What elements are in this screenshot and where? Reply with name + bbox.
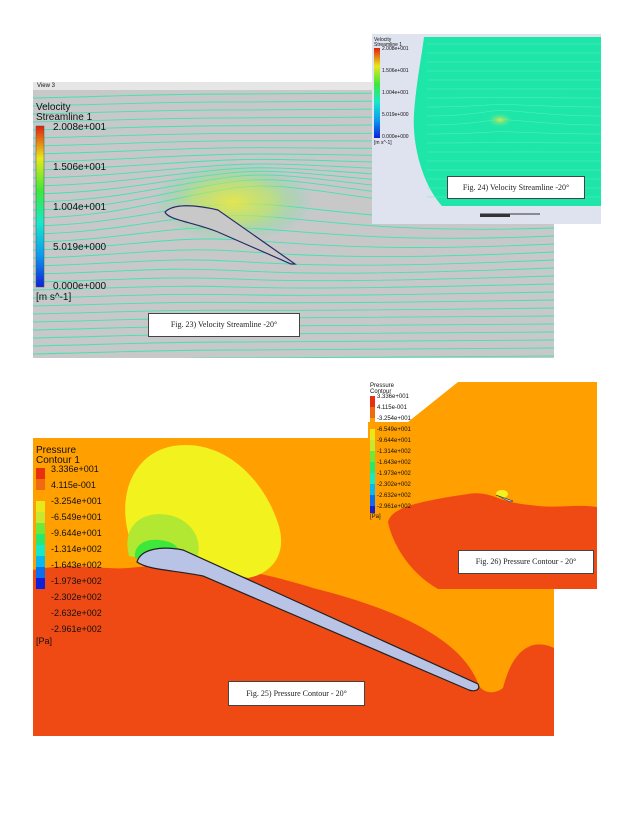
fig23-streamline xyxy=(33,299,554,307)
fig25-unit: [Pa] xyxy=(36,636,53,646)
fig23-streamline xyxy=(33,283,554,291)
fig24-scale-bar xyxy=(480,213,540,217)
fig26-unit: [Pa] xyxy=(370,514,381,520)
fig25-level-4: -9.644e+001 xyxy=(51,528,102,538)
fig23-streamline xyxy=(33,275,554,283)
fig25-level-10: -2.961e+002 xyxy=(51,624,102,634)
fig23-level-3: 5.019e+000 xyxy=(53,242,107,253)
fig25-level-0: 3.336e+001 xyxy=(51,464,99,474)
fig23-streamline xyxy=(33,291,554,299)
fig25-level-1: 4.115e-001 xyxy=(51,480,96,490)
fig26-level-7: -1.973e+002 xyxy=(377,471,411,477)
fig24-streamline xyxy=(426,110,601,117)
fig26-caption: Fig. 26) Pressure Contour - 20° xyxy=(458,550,594,574)
fig23-legend-subtitle: Streamline 1 xyxy=(36,112,93,123)
fig24-streamline xyxy=(426,97,601,99)
fig25-level-3: -6.549e+001 xyxy=(51,512,102,522)
fig23-streamline xyxy=(33,249,554,259)
fig24-legend-subtitle: Streamline 1 xyxy=(374,42,403,48)
fig26-level-9: -2.632e+002 xyxy=(377,493,411,499)
fig23-streamline xyxy=(33,307,554,315)
fig24-level-1: 1.506e+001 xyxy=(382,68,409,74)
fig23-view-bar xyxy=(33,82,554,90)
fig25-level-2: -3.254e+001 xyxy=(51,496,102,506)
fig25-colorbar xyxy=(36,468,45,589)
fig23-streamline xyxy=(33,339,554,347)
fig26-level-0: 3.336e+001 xyxy=(377,394,409,400)
fig23-caption: Fig. 23) Velocity Streamline -20° xyxy=(148,313,300,337)
fig26-level-10: -2.961e+002 xyxy=(377,504,411,510)
fig24-level-4: 0.000e+000 xyxy=(382,134,409,140)
fig26-legend-title: Pressure xyxy=(370,383,395,389)
fig24-velocity-streamline: Velocity Streamline 1 2.008e+001 1.506e+… xyxy=(372,34,601,224)
fig23-streamline xyxy=(178,355,554,358)
fig25-level-9: -2.632e+002 xyxy=(51,608,102,618)
fig25-legend-subtitle: Contour 1 xyxy=(36,455,80,466)
fig23-colorbar xyxy=(35,125,45,288)
fig25-level-7: -1.973e+002 xyxy=(51,576,102,586)
fig24-unit: [m s^-1] xyxy=(374,140,392,146)
fig26-suction-region xyxy=(496,490,508,498)
fig26-level-8: -2.302e+002 xyxy=(377,482,411,488)
fig23-level-0: 2.008e+001 xyxy=(53,122,107,133)
fig23-streamline xyxy=(33,347,554,355)
fig23-level-2: 1.004e+001 xyxy=(53,202,107,213)
fig26-level-4: -9.644e+001 xyxy=(377,438,411,444)
fig26-outside-domain xyxy=(368,382,458,422)
fig24-legend-title: Velocity xyxy=(374,37,392,43)
fig25-legend-title: Pressure xyxy=(36,445,77,456)
fig23-airfoil xyxy=(164,205,297,265)
fig24-streamline xyxy=(426,104,601,108)
fig25-level-5: -1.314e+002 xyxy=(51,544,102,554)
fig26-level-2: -3.254e+001 xyxy=(377,416,411,422)
fig25-level-8: -2.302e+002 xyxy=(51,592,102,602)
fig25-airfoil xyxy=(136,547,480,692)
fig23-streamline xyxy=(33,267,554,275)
fig24-high-velocity-region xyxy=(486,112,514,128)
fig23-level-4: 0.000e+000 xyxy=(53,281,107,292)
fig26-legend-subtitle: Contour xyxy=(370,389,392,395)
fig26-level-6: -1.643e+002 xyxy=(377,460,411,466)
fig23-view-label: View 3 xyxy=(37,83,55,89)
fig26-level-3: -6.549e+001 xyxy=(377,427,411,433)
fig26-level-1: 4.115e-001 xyxy=(377,405,407,411)
fig24-colorbar xyxy=(374,48,380,138)
fig26-airfoil xyxy=(495,494,514,503)
fig24-level-0: 2.008e+001 xyxy=(382,46,409,52)
fig25-level-6: -1.643e+002 xyxy=(51,560,102,570)
fig25-caption: Fig. 25) Pressure Contour - 20° xyxy=(228,681,365,706)
fig24-streamline xyxy=(426,131,601,135)
fig26-colorbar xyxy=(370,396,375,513)
fig23-unit: [m s^-1] xyxy=(36,292,72,303)
fig24-level-3: 5.019e+000 xyxy=(382,112,409,118)
fig26-low-pressure-field xyxy=(388,493,597,589)
fig24-level-2: 1.004e+001 xyxy=(382,90,409,96)
fig26-level-5: -1.314e+002 xyxy=(377,449,411,455)
fig26-pressure-contour: Pressure Contour 3.336e+001 4.115e-001 -… xyxy=(368,382,597,589)
fig24-caption: Fig. 24) Velocity Streamline -20° xyxy=(447,176,585,199)
fig23-streamline xyxy=(33,259,554,267)
fig23-legend-title: Velocity xyxy=(36,102,71,113)
fig23-level-1: 1.506e+001 xyxy=(53,162,107,173)
